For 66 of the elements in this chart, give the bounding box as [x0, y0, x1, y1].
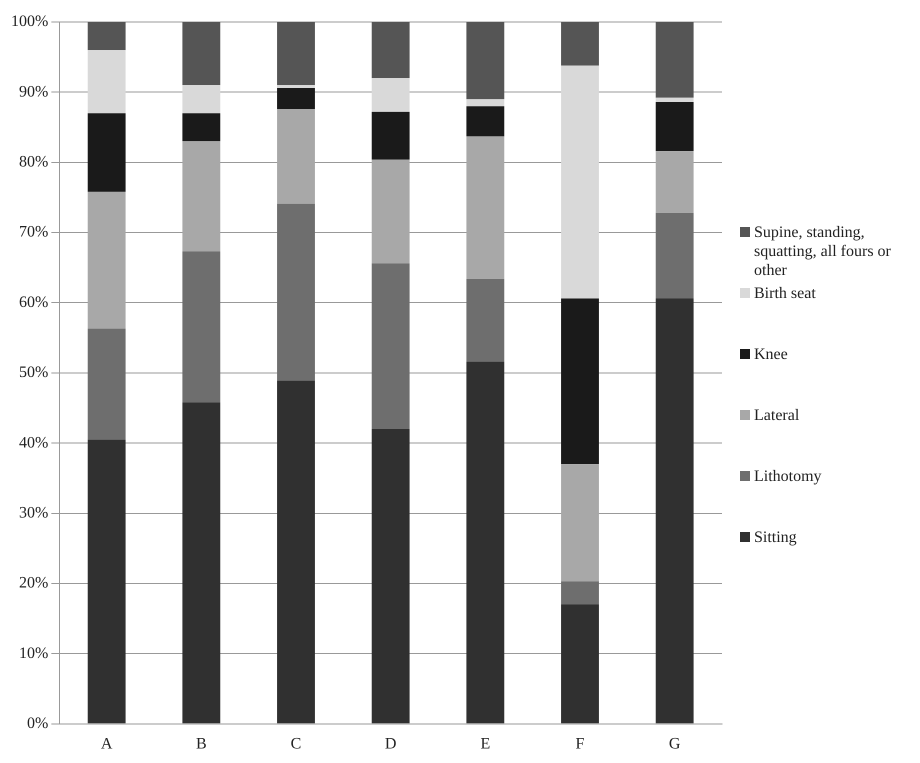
bar	[561, 22, 599, 66]
bar	[277, 204, 315, 381]
y-tick-label: 30%	[19, 504, 48, 522]
x-tick-label: A	[100, 736, 113, 753]
bar	[372, 78, 410, 112]
legend-label: Sitting	[754, 528, 797, 546]
y-tick-label: 90%	[19, 83, 48, 100]
bar	[466, 22, 504, 100]
bar	[182, 85, 220, 114]
y-tick-label: 60%	[19, 294, 48, 311]
x-tick-label: E	[480, 736, 490, 753]
bar	[656, 22, 694, 98]
bar	[561, 298, 599, 464]
bar	[656, 151, 694, 213]
bar	[656, 212, 694, 299]
legend-label: Lateral	[754, 406, 800, 424]
legend-label: Supine, standing, squatting, all fours or other	[754, 222, 892, 280]
bar	[372, 429, 410, 724]
bar	[372, 22, 410, 78]
bar	[182, 402, 220, 724]
y-tick-label: 10%	[19, 644, 48, 662]
y-tick-label: 50%	[19, 364, 48, 382]
bar	[372, 263, 410, 430]
y-tick-label: 100%	[11, 13, 48, 30]
y-tick-label: 80%	[19, 154, 48, 171]
bar	[88, 50, 126, 114]
y-tick-label: 0%	[27, 715, 48, 732]
bar	[656, 102, 694, 152]
x-tick-label: B	[196, 736, 207, 753]
x-tick-label: G	[668, 736, 681, 753]
bar	[372, 160, 410, 264]
bar	[656, 98, 694, 102]
bar	[656, 298, 694, 724]
bar	[88, 113, 126, 192]
bar	[561, 66, 599, 299]
x-tick-label: F	[576, 736, 585, 753]
bar	[466, 136, 504, 279]
bar	[88, 192, 126, 329]
legend-label: Knee	[754, 344, 788, 364]
bar	[277, 85, 315, 88]
bar	[466, 278, 504, 362]
y-tick-label: 20%	[19, 574, 48, 592]
bar	[466, 106, 504, 136]
bar	[182, 113, 220, 142]
x-tick-label: C	[290, 736, 302, 753]
bar	[561, 581, 599, 604]
bar	[561, 604, 599, 724]
x-tick-label: D	[384, 736, 396, 753]
bar	[88, 328, 126, 440]
bar	[182, 22, 220, 86]
bar	[372, 112, 410, 160]
bar	[88, 440, 126, 724]
legend-label: Lithotomy	[754, 466, 822, 486]
bar	[466, 99, 504, 106]
y-tick-label: 70%	[19, 224, 48, 241]
bar	[182, 251, 220, 402]
bar	[88, 22, 126, 50]
bar	[277, 88, 315, 110]
y-tick-label: 40%	[19, 434, 48, 452]
legend-label: Birth seat	[754, 284, 816, 302]
bar	[466, 362, 504, 724]
bar	[182, 141, 220, 252]
bar	[277, 109, 315, 204]
bar	[277, 380, 315, 724]
bar	[561, 464, 599, 582]
bar	[277, 22, 315, 86]
